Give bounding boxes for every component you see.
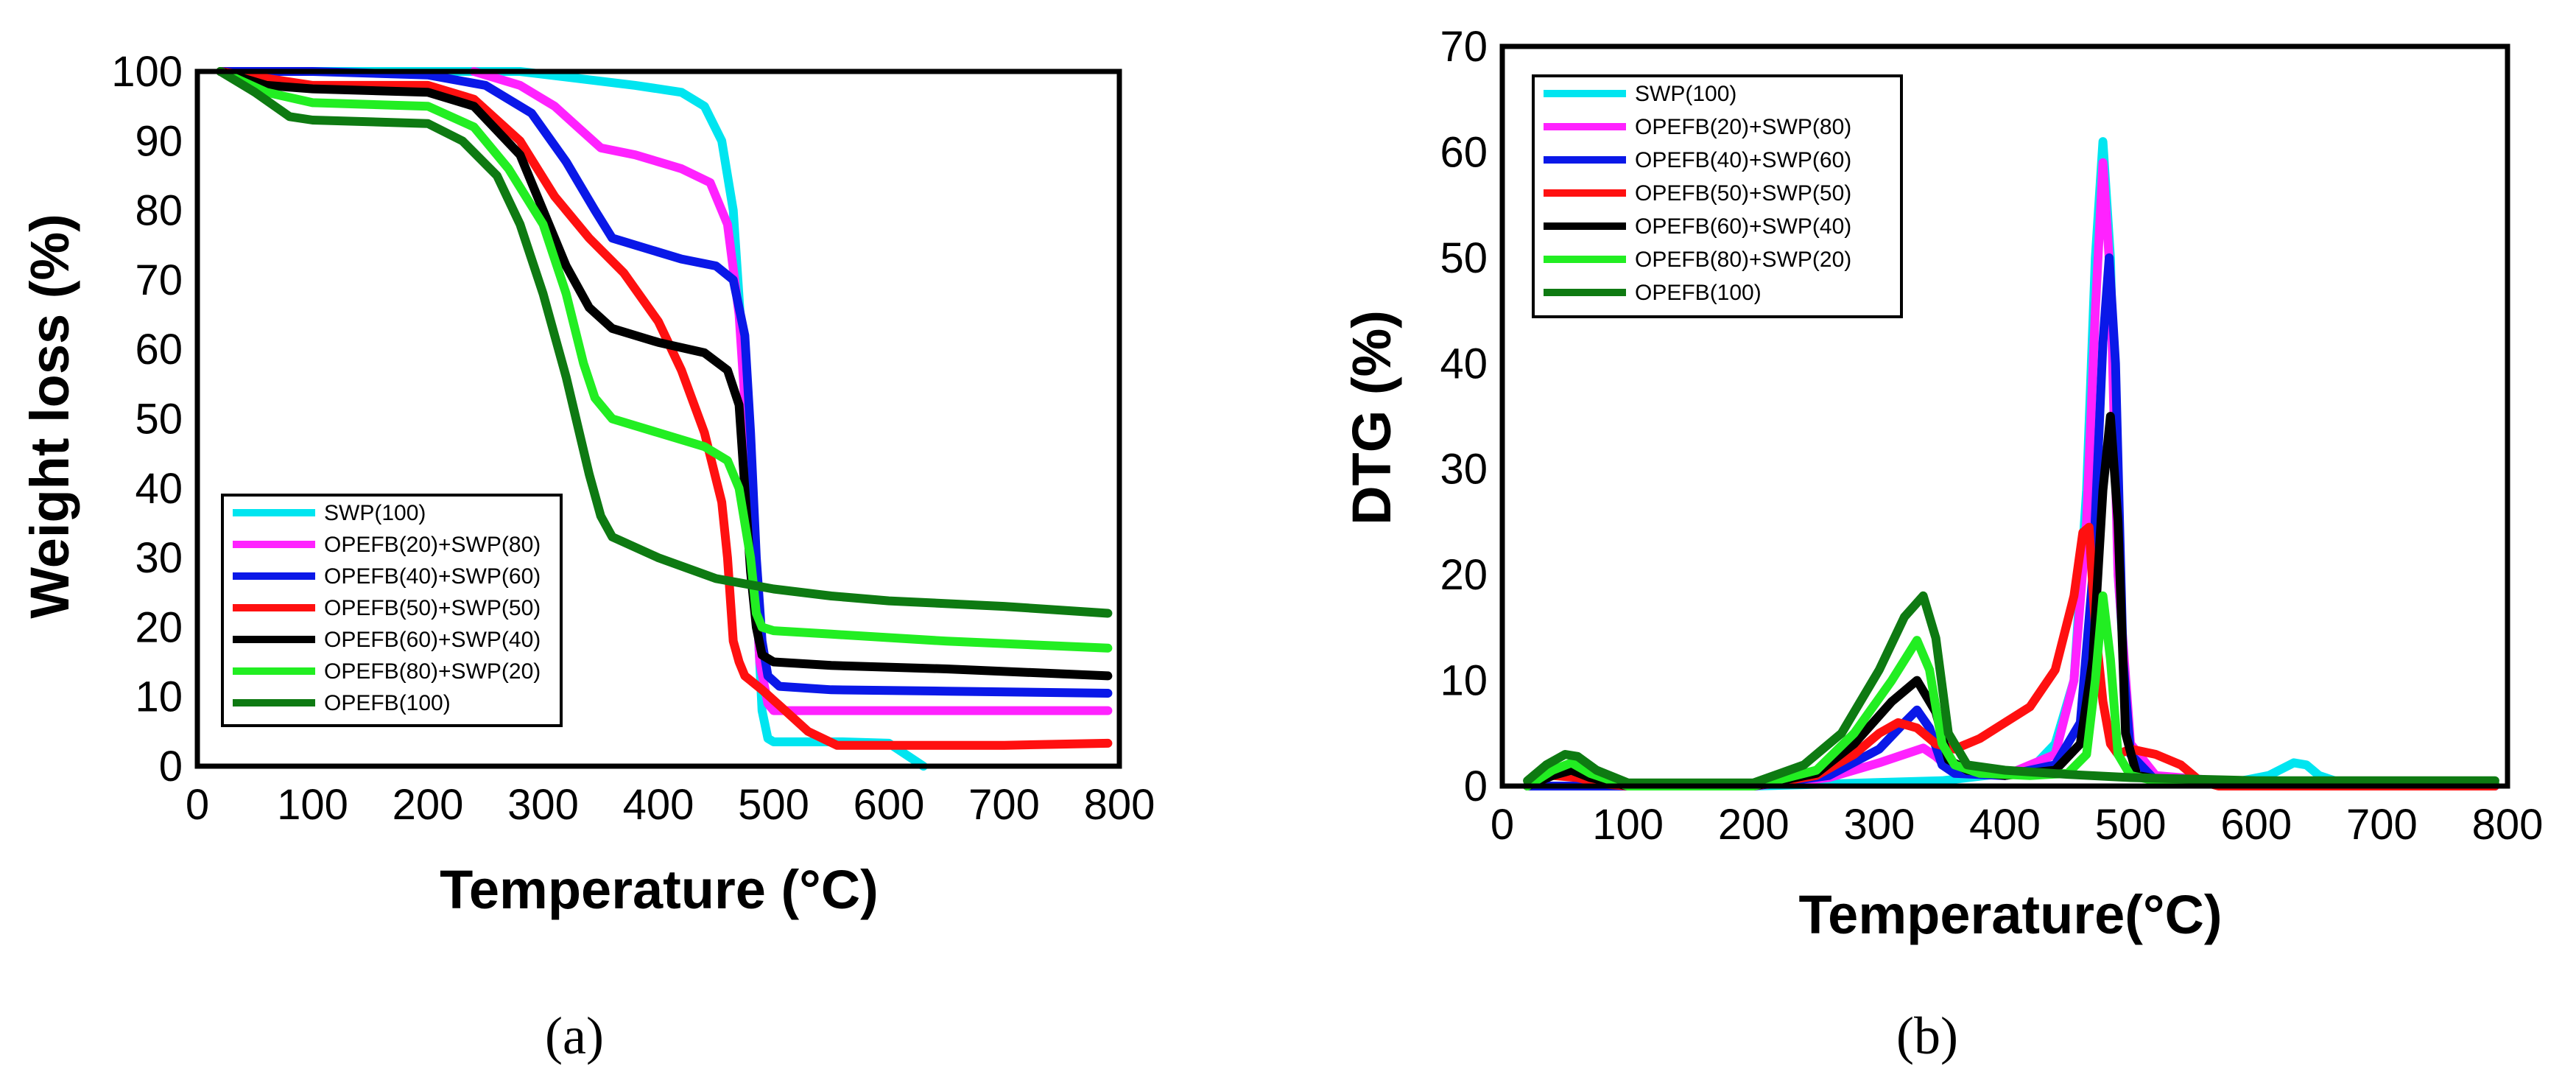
chart-b-y-ticks: 0 10 20 30 40 50 60 70 bbox=[1440, 23, 1488, 810]
chart-a-legend: SWP(100) OPEFB(20)+SWP(80) OPEFB(40)+SWP(6… bbox=[221, 494, 563, 727]
chart-b-y-tick-label: 40 bbox=[1440, 340, 1488, 388]
chart-a-y-tick-label: 70 bbox=[135, 256, 183, 304]
chart-a-y-ticks: 0 10 20 30 40 50 60 70 80 90 100 bbox=[111, 48, 183, 790]
chart-a-legend-label-3: OPEFB(40)+SWP(60) bbox=[324, 564, 541, 589]
chart-b-y-tick-label: 50 bbox=[1440, 234, 1488, 282]
chart-a-x-ticks: 0 100 200 300 400 500 600 700 800 bbox=[186, 781, 1155, 829]
chart-b-y-tick-label: 0 bbox=[1464, 762, 1488, 810]
chart-a-series-line-2 bbox=[469, 67, 1113, 715]
chart-a-x-tick-label: 300 bbox=[507, 781, 579, 829]
chart-b-x-tick-label: 300 bbox=[1843, 801, 1915, 849]
chart-b-series-line-7 bbox=[1523, 591, 2499, 788]
chart-a-legend-label-5: OPEFB(60)+SWP(40) bbox=[324, 628, 541, 652]
chart-b: 0 100 200 300 400 500 600 700 800 0 10 20 30 40 50 60 7… bbox=[1341, 23, 2543, 1065]
chart-b-y-tick-label: 60 bbox=[1440, 128, 1488, 176]
chart-a: 0 100 200 300 400 500 600 700 800 0 10 20 30 40 50 60 7… bbox=[19, 48, 1155, 1065]
chart-a-x-tick-label: 200 bbox=[393, 781, 464, 829]
chart-b-frame bbox=[1499, 43, 2510, 789]
chart-a-y-tick-label: 40 bbox=[135, 465, 183, 513]
chart-b-legend-label-2: OPEFB(20)+SWP(80) bbox=[1635, 115, 1851, 139]
chart-b-legend-label-3: OPEFB(40)+SWP(60) bbox=[1635, 148, 1851, 172]
chart-b-legend-label-4: OPEFB(50)+SWP(50) bbox=[1635, 181, 1851, 206]
chart-b-x-tick-label: 0 bbox=[1491, 801, 1514, 849]
chart-b-x-tick-label: 100 bbox=[1592, 801, 1664, 849]
chart-a-y-tick-label: 30 bbox=[135, 534, 183, 582]
chart-a-x-axis-title: Temperature (°C) bbox=[440, 859, 879, 920]
chart-b-legend-label-7: OPEFB(100) bbox=[1635, 281, 1762, 305]
chart-a-y-axis-title: Weight loss (%) bbox=[19, 214, 80, 619]
chart-b-y-tick-label: 10 bbox=[1440, 657, 1488, 705]
chart-a-y-tick-label: 0 bbox=[159, 743, 183, 790]
chart-b-x-tick-label: 400 bbox=[1969, 801, 2041, 849]
chart-a-x-tick-label: 800 bbox=[1084, 781, 1155, 829]
chart-b-y-tick-label: 20 bbox=[1440, 551, 1488, 599]
chart-a-y-tick-label: 80 bbox=[135, 187, 183, 235]
chart-a-x-tick-label: 100 bbox=[277, 781, 348, 829]
chart-a-series-line-7 bbox=[216, 67, 1113, 618]
chart-a-y-tick-label: 10 bbox=[135, 673, 183, 721]
chart-a-x-tick-label: 500 bbox=[738, 781, 809, 829]
chart-a-y-tick-label: 50 bbox=[135, 396, 183, 443]
chart-b-panel-label: (b) bbox=[1896, 1006, 1958, 1065]
chart-a-legend-label-2: OPEFB(20)+SWP(80) bbox=[324, 533, 541, 557]
chart-a-series-line-6 bbox=[216, 67, 1113, 653]
chart-b-y-tick-label: 30 bbox=[1440, 446, 1488, 494]
chart-a-y-tick-label: 20 bbox=[135, 603, 183, 651]
chart-b-x-tick-label: 500 bbox=[2095, 801, 2167, 849]
chart-b-x-tick-label: 700 bbox=[2346, 801, 2418, 849]
chart-a-frame bbox=[194, 69, 1122, 769]
chart-b-x-ticks: 0 100 200 300 400 500 600 700 800 bbox=[1491, 801, 2544, 849]
chart-b-x-tick-label: 200 bbox=[1718, 801, 1790, 849]
chart-b-legend: SWP(100) OPEFB(20)+SWP(80) OPEFB(40)+SWP(6… bbox=[1532, 74, 1903, 318]
chart-a-panel-label: (a) bbox=[545, 1006, 604, 1065]
chart-a-legend-label-7: OPEFB(100) bbox=[324, 691, 451, 715]
chart-a-series-line-5 bbox=[216, 67, 1113, 681]
chart-a-series bbox=[216, 67, 1113, 771]
chart-b-legend-label-1: SWP(100) bbox=[1635, 82, 1736, 106]
chart-b-y-axis-title: DTG (%) bbox=[1341, 310, 1402, 525]
chart-a-legend-label-4: OPEFB(50)+SWP(50) bbox=[324, 596, 541, 620]
chart-a-x-tick-label: 400 bbox=[623, 781, 694, 829]
chart-a-series-line-4 bbox=[216, 67, 1113, 750]
chart-b-legend-label-5: OPEFB(60)+SWP(40) bbox=[1635, 214, 1851, 239]
chart-a-x-tick-label: 0 bbox=[186, 781, 209, 829]
chart-a-legend-label-1: SWP(100) bbox=[324, 501, 426, 525]
chart-b-y-tick-label: 70 bbox=[1440, 23, 1488, 71]
chart-b-x-tick-label: 800 bbox=[2472, 801, 2544, 849]
chart-b-x-axis-title: Temperature(°C) bbox=[1798, 884, 2222, 945]
chart-a-legend-label-6: OPEFB(80)+SWP(20) bbox=[324, 659, 541, 684]
chart-a-x-tick-label: 600 bbox=[854, 781, 925, 829]
chart-a-y-tick-label: 90 bbox=[135, 117, 183, 165]
chart-a-x-tick-label: 700 bbox=[968, 781, 1040, 829]
chart-b-legend-label-6: OPEFB(80)+SWP(20) bbox=[1635, 248, 1851, 272]
chart-a-y-tick-label: 100 bbox=[111, 48, 183, 96]
chart-a-y-tick-label: 60 bbox=[135, 326, 183, 374]
chart-a-series-line-3 bbox=[216, 67, 1113, 698]
chart-b-x-tick-label: 600 bbox=[2220, 801, 2292, 849]
